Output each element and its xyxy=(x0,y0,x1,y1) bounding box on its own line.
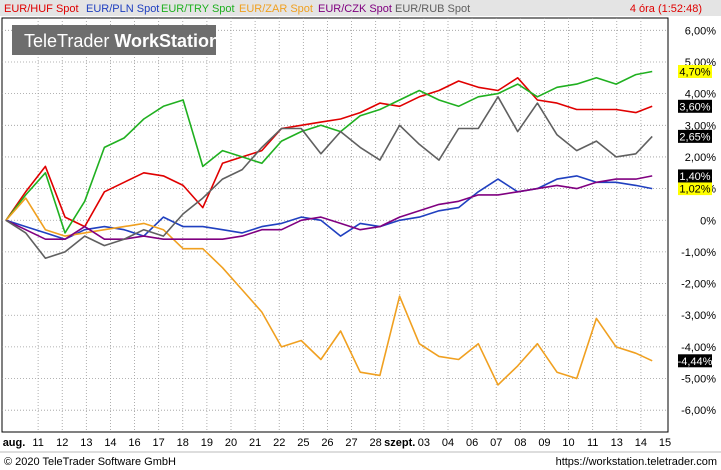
time-frame-label: 4 óra (1:52:48) xyxy=(630,3,702,15)
y-tick-label: -3,00% xyxy=(681,310,716,322)
x-axis: aug. 11 12 13 14 16 17 18 19 20 21 22 25 26 27 28 szept.… xyxy=(3,437,671,449)
x-tick-label: 08 xyxy=(514,437,526,449)
plot-area[interactable] xyxy=(1,17,669,433)
last-value-badge-bg xyxy=(678,169,712,183)
series-line-eurczkspot[interactable] xyxy=(5,175,653,240)
legend-eur-czk[interactable]: EUR/CZK Spot xyxy=(318,3,392,15)
last-value-badge: 1,02% xyxy=(679,184,710,196)
x-tick-label: 07 xyxy=(490,437,502,449)
legend-eur-zar[interactable]: EUR/ZAR Spot xyxy=(239,3,313,15)
legend-bar xyxy=(0,0,721,16)
x-tick-label: 15 xyxy=(659,437,671,449)
x-tick-label: 14 xyxy=(104,437,116,449)
x-tick-label: 21 xyxy=(249,437,261,449)
x-tick-label: 10 xyxy=(562,437,574,449)
watermark: TeleTrader WorkStation xyxy=(12,25,220,55)
last-value-badges: 3,60% 1,02% 4,70% -4,44% 1,40% 2,65% xyxy=(678,64,713,368)
legend-eur-pln[interactable]: EUR/PLN Spot xyxy=(86,3,159,15)
y-tick-label: -5,00% xyxy=(681,374,716,386)
watermark-text: TeleTrader WorkStation xyxy=(24,31,220,51)
x-tick-label: 11 xyxy=(32,437,43,449)
last-value-badge: 4,70% xyxy=(679,66,710,78)
y-tick-label: -6,00% xyxy=(681,405,716,417)
y-tick-label: -1,00% xyxy=(681,247,716,259)
last-value-badge: 2,65% xyxy=(679,131,710,143)
x-tick-label: 03 xyxy=(418,437,430,449)
x-tick-label: 12 xyxy=(56,437,68,449)
x-tick-label: 27 xyxy=(345,437,357,449)
footer-copyright: © 2020 TeleTrader Software GmbH xyxy=(4,456,176,468)
last-value-badge: 3,60% xyxy=(679,101,710,113)
legend-eur-huf[interactable]: EUR/HUF Spot xyxy=(4,3,79,15)
series-lines xyxy=(5,70,653,386)
x-tick-label: szept. xyxy=(384,437,415,449)
legend-eur-try[interactable]: EUR/TRY Spot xyxy=(161,3,235,15)
y-tick-label: 2,00% xyxy=(685,152,716,164)
x-tick-label: 19 xyxy=(201,437,213,449)
x-tick-label: 13 xyxy=(80,437,92,449)
series-line-eurhufspot[interactable] xyxy=(5,77,653,228)
x-tick-label: 14 xyxy=(635,437,647,449)
last-value-badge: 1,40% xyxy=(679,171,710,183)
series-line-eurtryspot[interactable] xyxy=(5,70,653,234)
legend-eur-rub[interactable]: EUR/RUB Spot xyxy=(395,3,470,15)
last-value-badge-bg xyxy=(678,182,712,196)
x-tick-label: 09 xyxy=(538,437,550,449)
series-line-eurzarspot[interactable] xyxy=(5,197,653,386)
y-tick-label: -2,00% xyxy=(681,279,716,291)
x-tick-label: 11 xyxy=(587,437,598,449)
x-tick-label: 20 xyxy=(225,437,237,449)
footer-url[interactable]: https://workstation.teletrader.com xyxy=(556,456,717,468)
y-tick-label: 0% xyxy=(700,215,716,227)
last-value-badge-bg xyxy=(678,354,712,368)
x-tick-label: 17 xyxy=(153,437,165,449)
x-tick-label: 13 xyxy=(611,437,623,449)
x-tick-label: 28 xyxy=(370,437,382,449)
x-tick-label: 04 xyxy=(442,437,454,449)
y-tick-label: -4,00% xyxy=(681,342,716,354)
x-tick-label: 25 xyxy=(297,437,309,449)
x-tick-label: 16 xyxy=(128,437,140,449)
last-value-badge: -4,44% xyxy=(678,356,713,368)
last-value-badge-bg xyxy=(678,64,712,78)
x-tick-label: 18 xyxy=(177,437,189,449)
last-value-badge-bg xyxy=(678,99,712,113)
y-tick-label: 4,00% xyxy=(685,89,716,101)
x-tick-label: 06 xyxy=(466,437,478,449)
x-tick-label: 26 xyxy=(321,437,333,449)
x-tick-label: 22 xyxy=(273,437,285,449)
grid xyxy=(2,18,668,432)
x-tick-label: aug. xyxy=(3,437,26,449)
y-tick-label: 3,00% xyxy=(685,120,716,132)
series-line-eurrubspot[interactable] xyxy=(5,96,653,260)
watermark-box xyxy=(12,25,216,55)
legend: EUR/HUF Spot EUR/PLN Spot EUR/TRY Spot E… xyxy=(4,3,470,15)
y-tick-label: 6,00% xyxy=(685,25,716,37)
last-value-badge-bg xyxy=(678,129,712,143)
